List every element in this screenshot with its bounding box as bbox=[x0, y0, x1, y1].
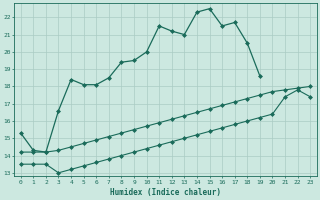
X-axis label: Humidex (Indice chaleur): Humidex (Indice chaleur) bbox=[110, 188, 221, 197]
